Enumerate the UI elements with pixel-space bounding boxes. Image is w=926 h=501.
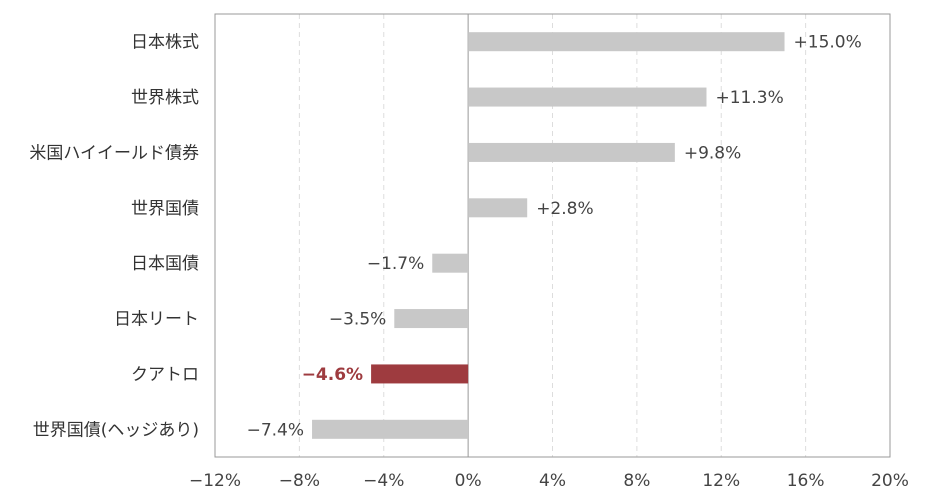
- bars: [312, 32, 785, 439]
- data-label: +11.3%: [715, 88, 783, 108]
- grid-lines: [298, 14, 807, 457]
- bar: [312, 419, 469, 439]
- data-label: −4.6%: [302, 365, 363, 385]
- bar: [432, 253, 469, 273]
- bar: [468, 87, 707, 107]
- bar: [468, 198, 528, 218]
- data-label: +15.0%: [794, 33, 862, 53]
- x-tick-label: 12%: [702, 471, 740, 491]
- x-tick-label: 8%: [623, 471, 650, 491]
- data-label: −7.4%: [247, 420, 304, 440]
- labels: −12% −8% −4% 0% 4% 8% 12% 16% 20% 日本株式 +15.0% 世界株式 +…: [29, 33, 909, 491]
- bar: [394, 309, 469, 329]
- category-label: 日本株式: [131, 33, 199, 53]
- bar: [468, 142, 675, 162]
- category-label: クアトロ: [131, 365, 199, 385]
- x-tick-label: −8%: [279, 471, 320, 491]
- data-label: +9.8%: [684, 143, 741, 163]
- x-tick-label: 16%: [787, 471, 825, 491]
- x-tick-label: 4%: [539, 471, 566, 491]
- category-label: 世界株式: [131, 88, 199, 108]
- category-label: 日本国債: [131, 254, 199, 274]
- data-label: −3.5%: [329, 310, 386, 330]
- x-tick-label: −4%: [363, 471, 404, 491]
- bar: [468, 32, 785, 52]
- x-tick-label: 20%: [871, 471, 909, 491]
- data-label: +2.8%: [536, 199, 593, 219]
- x-tick-label: 0%: [455, 471, 482, 491]
- category-label: 日本リート: [114, 310, 199, 330]
- data-label: −1.7%: [367, 254, 424, 274]
- plot-frame: [214, 13, 891, 458]
- x-tick-label: −12%: [189, 471, 241, 491]
- bar-highlight: [371, 364, 469, 384]
- category-label: 米国ハイイールド債券: [29, 143, 199, 163]
- category-label: 世界国債: [131, 199, 199, 219]
- category-label: 世界国債(ヘッジあり): [33, 420, 199, 440]
